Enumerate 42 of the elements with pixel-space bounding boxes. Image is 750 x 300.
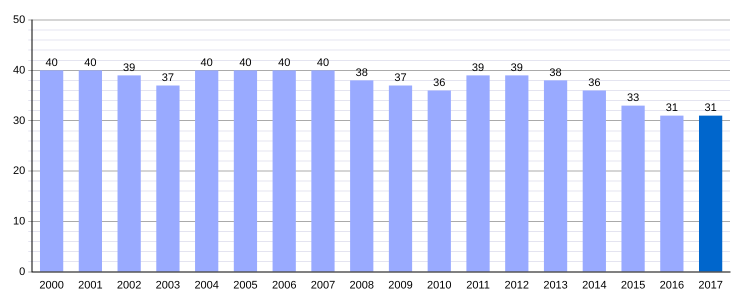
x-tick-label: 2015 (620, 279, 646, 292)
x-tick-label: 2007 (310, 279, 336, 292)
y-tick-label: 30 (12, 114, 26, 127)
data-label: 38 (549, 66, 562, 79)
x-tick-label: 2017 (698, 279, 723, 292)
x-tick-label: 2005 (233, 279, 258, 292)
data-label: 31 (704, 102, 717, 114)
y-tick-label: 50 (12, 14, 26, 26)
y-tick-label: 10 (12, 215, 26, 228)
data-label: 37 (162, 72, 174, 84)
data-label: 39 (472, 62, 484, 74)
x-tick-label: 2000 (39, 279, 64, 292)
x-tick-label: 2013 (543, 279, 568, 292)
data-label: 36 (588, 77, 600, 90)
x-tick-label: 2010 (427, 279, 452, 292)
data-label: 39 (123, 62, 136, 74)
data-label: 40 (278, 56, 290, 69)
x-tick-label: 2016 (660, 279, 684, 292)
data-label: 31 (666, 102, 678, 114)
data-label: 40 (200, 56, 213, 69)
data-label: 39 (510, 62, 523, 74)
y-tick-label: 20 (12, 165, 26, 178)
x-tick-label: 2003 (156, 279, 180, 292)
data-label: 33 (626, 92, 640, 104)
x-tick-label: 2001 (78, 279, 103, 292)
y-tick-label: 0 (19, 266, 26, 278)
x-tick-label: 2004 (194, 279, 219, 292)
x-tick-label: 2014 (582, 279, 607, 292)
data-label: 40 (239, 56, 252, 69)
x-tick-label: 2008 (349, 279, 374, 292)
data-label: 37 (394, 72, 407, 84)
x-tick-label: 2006 (272, 279, 296, 292)
data-label: 36 (433, 77, 446, 90)
x-tick-label: 2009 (388, 279, 413, 292)
x-tick-label: 2012 (504, 279, 530, 292)
x-tick-label: 2002 (116, 279, 142, 292)
data-label: 38 (356, 66, 368, 79)
data-label: 40 (316, 56, 330, 69)
data-label: 40 (84, 56, 97, 69)
y-tick-label: 40 (12, 64, 26, 76)
data-label: 40 (45, 56, 58, 69)
x-tick-label: 2011 (466, 279, 490, 292)
